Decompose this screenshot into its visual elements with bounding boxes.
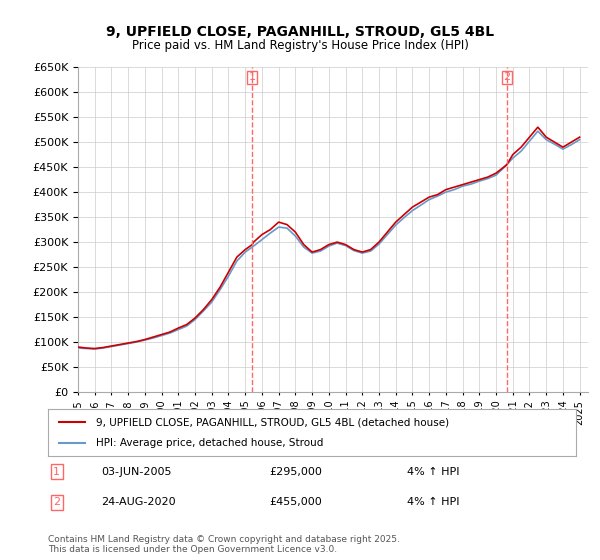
Text: 9, UPFIELD CLOSE, PAGANHILL, STROUD, GL5 4BL (detached house): 9, UPFIELD CLOSE, PAGANHILL, STROUD, GL5… [95,417,449,427]
Text: 2: 2 [53,497,61,507]
Text: 1: 1 [53,466,60,477]
Text: HPI: Average price, detached house, Stroud: HPI: Average price, detached house, Stro… [95,438,323,448]
Text: 03-JUN-2005: 03-JUN-2005 [101,466,172,477]
Text: £455,000: £455,000 [270,497,323,507]
Text: Price paid vs. HM Land Registry's House Price Index (HPI): Price paid vs. HM Land Registry's House … [131,39,469,52]
Text: 24-AUG-2020: 24-AUG-2020 [101,497,175,507]
Text: 9, UPFIELD CLOSE, PAGANHILL, STROUD, GL5 4BL: 9, UPFIELD CLOSE, PAGANHILL, STROUD, GL5… [106,25,494,39]
Text: £295,000: £295,000 [270,466,323,477]
Text: 1: 1 [249,72,256,82]
Text: 2: 2 [503,72,511,82]
Text: 4% ↑ HPI: 4% ↑ HPI [407,466,460,477]
Text: Contains HM Land Registry data © Crown copyright and database right 2025.
This d: Contains HM Land Registry data © Crown c… [48,535,400,554]
Text: 4% ↑ HPI: 4% ↑ HPI [407,497,460,507]
